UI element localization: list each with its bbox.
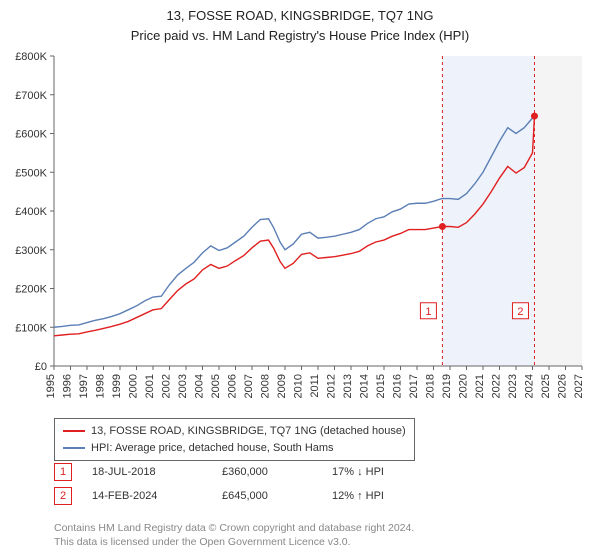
x-tick-label: 2020 [458, 374, 470, 398]
x-tick-label: 1995 [45, 374, 57, 398]
x-tick-label: 2025 [540, 374, 552, 398]
y-tick-label: £200K [15, 284, 47, 296]
x-tick-label: 1999 [111, 374, 123, 398]
price-chart: £0 £100K £200K £300K £400K £500K £600K £700K £80… [0, 0, 600, 410]
marker-date: 14-FEB-2024 [92, 490, 222, 502]
legend-row: 13, FOSSE ROAD, KINGSBRIDGE, TQ7 1NG (de… [63, 423, 406, 440]
x-tick-label: 2018 [425, 374, 437, 398]
x-tick-label: 2007 [243, 374, 255, 398]
y-tick-label: £300K [15, 245, 47, 257]
y-tick-label: £500K [15, 167, 47, 179]
y-tick-label: £400K [15, 206, 47, 218]
x-tick-label: 2017 [408, 374, 420, 398]
marker-pct: 17% ↓ HPI [332, 466, 442, 478]
legend-swatch [63, 447, 85, 449]
legend-box: 13, FOSSE ROAD, KINGSBRIDGE, TQ7 1NG (de… [54, 418, 415, 461]
x-tick-label: 1996 [62, 374, 74, 398]
x-tick-label: 2014 [359, 374, 371, 398]
credit-line-1: Contains HM Land Registry data © Crown c… [54, 522, 414, 534]
x-tick-label: 2024 [524, 374, 536, 398]
sale-dot [439, 223, 446, 230]
marker-date: 18-JUL-2018 [92, 466, 222, 478]
marker-price: £360,000 [222, 466, 332, 478]
x-tick-label: 2026 [557, 374, 569, 398]
y-tick-label: £0 [35, 361, 47, 373]
x-tick-label: 2019 [441, 374, 453, 398]
x-tick-label: 2027 [573, 374, 585, 398]
credit-line-2: This data is licensed under the Open Gov… [54, 536, 351, 548]
marker-badge: 1 [54, 463, 72, 481]
marker-badge: 2 [54, 487, 72, 505]
chart-title-line2: Price paid vs. HM Land Registry's House … [0, 28, 600, 43]
x-tick-label: 2000 [128, 374, 140, 398]
x-tick-label: 2008 [260, 374, 272, 398]
sale-dot [531, 113, 538, 120]
legend-row: HPI: Average price, detached house, Sout… [63, 440, 406, 457]
marker-pct: 12% ↑ HPI [332, 490, 442, 502]
x-tick-label: 2021 [474, 374, 486, 398]
vline-badge: 1 [425, 306, 431, 318]
legend-swatch [63, 430, 85, 432]
x-tick-label: 2005 [210, 374, 222, 398]
x-tick-label: 2011 [309, 374, 321, 398]
legend-label: 13, FOSSE ROAD, KINGSBRIDGE, TQ7 1NG (de… [91, 423, 406, 440]
x-tick-label: 2003 [177, 374, 189, 398]
x-tick-label: 2016 [392, 374, 404, 398]
legend-label: HPI: Average price, detached house, Sout… [91, 440, 334, 457]
y-tick-label: £700K [15, 90, 47, 102]
x-tick-label: 2013 [342, 374, 354, 398]
x-tick-label: 2001 [144, 374, 156, 398]
marker-price: £645,000 [222, 490, 332, 502]
vline-badge: 2 [517, 306, 523, 318]
x-tick-label: 2010 [293, 374, 305, 398]
chart-title-line1: 13, FOSSE ROAD, KINGSBRIDGE, TQ7 1NG [0, 8, 600, 23]
x-tick-label: 2009 [276, 374, 288, 398]
x-tick-label: 2004 [194, 374, 206, 398]
x-tick-label: 2022 [491, 374, 503, 398]
x-tick-label: 1998 [95, 374, 107, 398]
y-tick-label: £800K [15, 51, 47, 63]
y-tick-label: £100K [15, 322, 47, 334]
marker-row: 1 18-JUL-2018£360,00017% ↓ HPI [54, 463, 442, 481]
x-tick-label: 1997 [78, 374, 90, 398]
x-tick-label: 2006 [227, 374, 239, 398]
x-tick-label: 2012 [326, 374, 338, 398]
x-tick-label: 2023 [507, 374, 519, 398]
y-tick-label: £600K [15, 129, 47, 141]
x-tick-label: 2002 [161, 374, 173, 398]
x-tick-label: 2015 [375, 374, 387, 398]
marker-row: 2 14-FEB-2024£645,00012% ↑ HPI [54, 487, 442, 505]
